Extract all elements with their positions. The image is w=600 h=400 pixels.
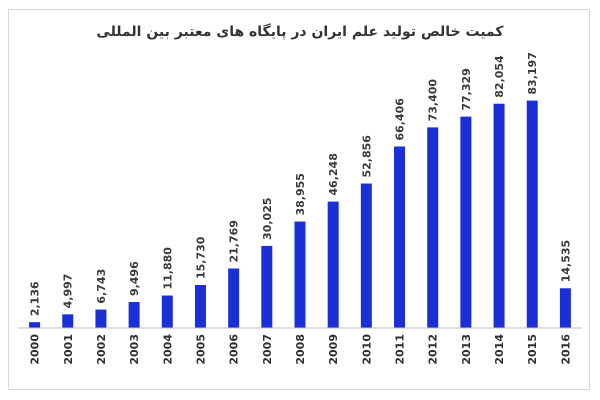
data-label-2014: 82,054 — [493, 55, 506, 98]
data-label-2009: 46,248 — [327, 153, 340, 195]
data-label-2006: 21,769 — [228, 220, 241, 262]
data-label-2008: 38,955 — [294, 173, 307, 215]
x-tick-2003: 2003 — [128, 334, 141, 365]
data-label-2015: 83,197 — [526, 52, 539, 94]
x-tick-2001: 2001 — [62, 334, 75, 365]
x-tick-2009: 2009 — [327, 334, 340, 365]
x-tick-2006: 2006 — [228, 334, 241, 365]
x-tick-2016: 2016 — [559, 334, 572, 365]
chart-title: کمیت خالص تولید علم ایران در پایگاه های … — [96, 24, 504, 40]
x-tick-2002: 2002 — [95, 334, 108, 365]
bar-2000 — [29, 322, 41, 328]
bar-2015 — [526, 100, 538, 328]
data-label-2011: 66,406 — [394, 98, 407, 141]
bar-2009 — [327, 201, 339, 328]
x-tick-2005: 2005 — [194, 334, 207, 365]
x-tick-2004: 2004 — [161, 334, 174, 365]
data-label-2003: 9,496 — [128, 261, 141, 296]
data-label-2004: 11,880 — [161, 247, 174, 290]
bar-2005 — [194, 285, 206, 328]
bar-2002 — [95, 309, 107, 328]
bar-2016 — [559, 288, 571, 328]
bar-2001 — [62, 314, 74, 328]
x-tick-2013: 2013 — [460, 334, 473, 365]
data-label-2002: 6,743 — [95, 269, 108, 304]
bar-2014 — [493, 103, 505, 328]
bars-group — [29, 100, 571, 329]
x-tick-2011: 2011 — [394, 334, 407, 365]
data-label-2001: 4,997 — [62, 274, 75, 309]
bar-2010 — [360, 183, 372, 328]
bar-2013 — [460, 116, 472, 328]
data-label-2010: 52,856 — [360, 135, 373, 178]
data-label-2012: 73,400 — [427, 79, 440, 122]
data-label-2005: 15,730 — [194, 236, 207, 279]
x-tick-2010: 2010 — [360, 334, 373, 365]
x-tick-2012: 2012 — [427, 334, 440, 365]
bar-2006 — [228, 268, 240, 328]
data-label-2007: 30,025 — [261, 197, 274, 239]
data-label-2000: 2,136 — [29, 281, 42, 316]
data-label-2016: 14,535 — [559, 240, 572, 282]
bar-2008 — [294, 221, 306, 328]
bar-2007 — [261, 245, 273, 328]
x-tick-2000: 2000 — [29, 334, 42, 365]
x-tick-labels-group: 2000 2001 2002 2003 2004 2005 2006 2007 2008 2009… — [29, 334, 573, 365]
bar-2003 — [128, 302, 140, 328]
bar-2011 — [394, 146, 406, 328]
bar-2004 — [161, 295, 173, 328]
x-tick-2014: 2014 — [493, 334, 506, 365]
x-tick-2007: 2007 — [261, 334, 274, 365]
x-tick-2015: 2015 — [526, 334, 539, 365]
value-labels-group: 2,136 4,997 6,743 9,496 11,880 15,730 21,769 30… — [29, 52, 573, 316]
bar-2012 — [427, 127, 439, 329]
data-label-2013: 77,329 — [460, 68, 473, 110]
x-tick-2008: 2008 — [294, 334, 307, 365]
